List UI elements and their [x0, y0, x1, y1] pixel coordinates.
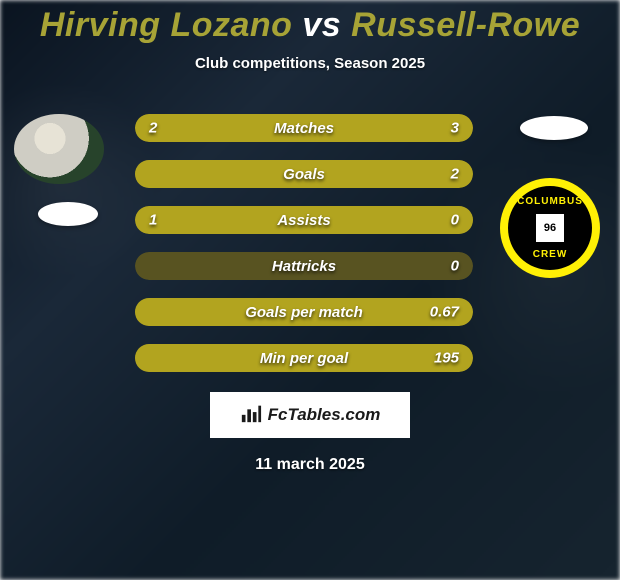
stat-label: Min per goal — [260, 350, 348, 367]
stat-label: Goals — [283, 166, 325, 183]
page-title: Hirving Lozano vs Russell-Rowe — [0, 0, 620, 45]
stat-value-left: 1 — [149, 212, 157, 229]
fctables-chart-icon — [240, 402, 262, 429]
badge-bottom-text: CREW — [533, 249, 568, 260]
stat-label: Assists — [277, 212, 330, 229]
badge-inner: 96 — [533, 211, 567, 245]
infographic-wrap: Hirving Lozano vs Russell-Rowe Club comp… — [0, 0, 620, 580]
badge-top-text: COLUMBUS — [517, 196, 583, 207]
stat-row: Min per goal 195 — [135, 344, 473, 372]
date-text: 11 march 2025 — [255, 456, 364, 474]
stat-label: Hattricks — [272, 258, 336, 275]
avatar-player1 — [14, 114, 104, 184]
stat-value-right: 0 — [451, 258, 459, 275]
columbus-crew-badge: COLUMBUS 96 CREW — [500, 178, 600, 278]
stat-value-right: 2 — [451, 166, 459, 183]
title-player1: Hirving Lozano — [40, 6, 293, 44]
stat-value-left: 2 — [149, 120, 157, 137]
stat-row: Hattricks 0 — [135, 252, 473, 280]
brand-text-label: FcTables.com — [268, 405, 381, 424]
stat-value-right: 0.67 — [430, 304, 459, 321]
stat-row: Assists 1 0 — [135, 206, 473, 234]
title-vs: vs — [302, 6, 341, 44]
brand-box: FcTables.com — [210, 392, 410, 438]
stat-bars: Matches 2 3 Goals 2 Assists 1 0 Hattricks 0 Goals … — [135, 114, 473, 390]
stat-label: Matches — [274, 120, 334, 137]
stat-value-right: 0 — [451, 212, 459, 229]
stat-value-right: 195 — [434, 350, 459, 367]
brand-text: FcTables.com — [268, 405, 381, 425]
stat-row: Goals 2 — [135, 160, 473, 188]
flag-player2 — [520, 116, 588, 140]
stat-label: Goals per match — [245, 304, 363, 321]
stat-row: Matches 2 3 — [135, 114, 473, 142]
title-player2: Russell-Rowe — [351, 6, 580, 44]
flag-player1 — [38, 202, 98, 226]
subtitle: Club competitions, Season 2025 — [0, 55, 620, 72]
stat-row: Goals per match 0.67 — [135, 298, 473, 326]
stat-value-right: 3 — [451, 120, 459, 137]
club-badge-player2: COLUMBUS 96 CREW — [500, 178, 600, 278]
